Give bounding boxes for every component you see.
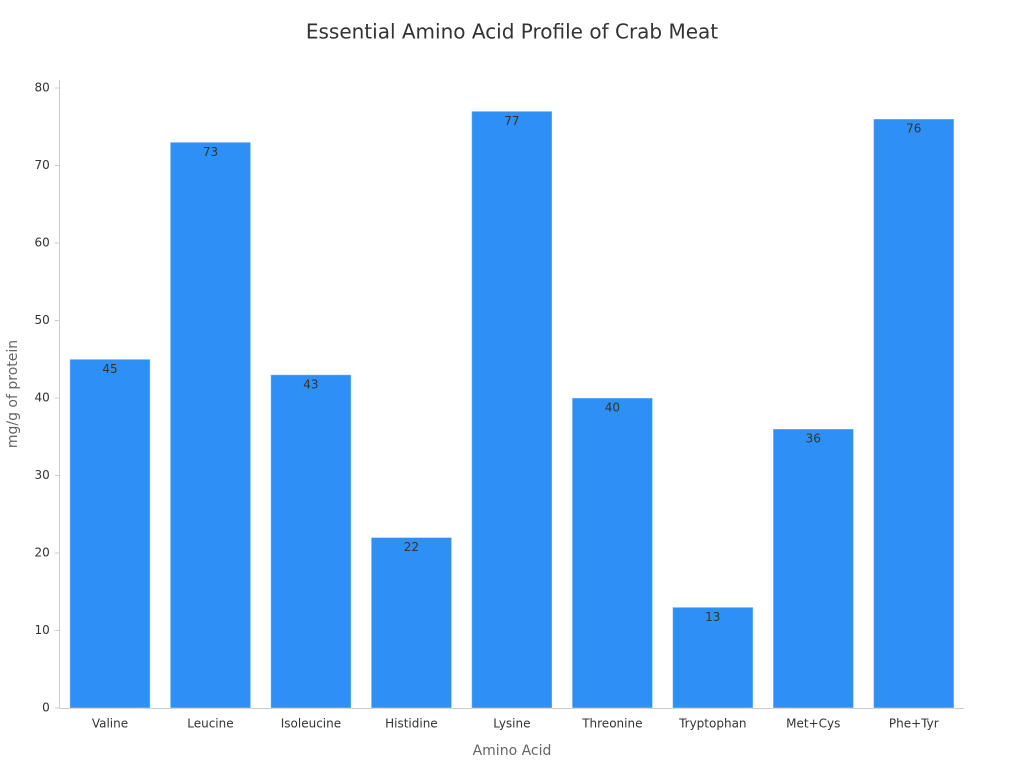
- x-tick-label: Lysine: [493, 717, 530, 731]
- value-label: 36: [806, 432, 821, 446]
- value-label: 22: [404, 540, 419, 554]
- bar: [69, 358, 151, 709]
- y-tick-label: 80: [34, 81, 49, 95]
- value-label: 43: [303, 377, 318, 391]
- y-tick-label: 0: [42, 701, 50, 715]
- x-tick-label: Histidine: [385, 717, 438, 731]
- value-label: 73: [203, 145, 218, 159]
- y-axis-label: mg/g of protein: [5, 340, 21, 448]
- y-tick-label: 20: [34, 546, 49, 560]
- y-tick-label: 60: [34, 236, 49, 250]
- x-tick-label: Valine: [92, 717, 128, 731]
- y-tick-label: 10: [34, 623, 49, 637]
- value-label: 40: [605, 401, 620, 415]
- value-label: 76: [906, 122, 921, 136]
- x-tick-label: Leucine: [187, 717, 233, 731]
- x-tick-label: Met+Cys: [786, 717, 840, 731]
- x-tick-label: Isoleucine: [281, 717, 341, 731]
- bar: [672, 606, 754, 709]
- bar: [370, 537, 453, 709]
- bar: [571, 397, 654, 709]
- bar: [772, 428, 854, 709]
- bar: [471, 110, 553, 709]
- x-tick-label: Phe+Tyr: [889, 717, 939, 731]
- bar: [169, 141, 252, 709]
- chart-title: Essential Amino Acid Profile of Crab Mea…: [306, 20, 718, 44]
- y-tick-label: 50: [34, 313, 49, 327]
- x-tick-label: Threonine: [581, 717, 642, 731]
- value-label: 13: [705, 610, 720, 624]
- value-label: 77: [504, 114, 519, 128]
- y-tick-label: 70: [34, 158, 49, 172]
- y-tick-label: 40: [34, 391, 49, 405]
- value-label: 45: [102, 362, 117, 376]
- bar: [270, 374, 352, 709]
- x-tick-label: Tryptophan: [678, 717, 746, 731]
- bar: [873, 118, 955, 709]
- y-tick-label: 30: [34, 468, 49, 482]
- x-axis-label: Amino Acid: [473, 743, 552, 759]
